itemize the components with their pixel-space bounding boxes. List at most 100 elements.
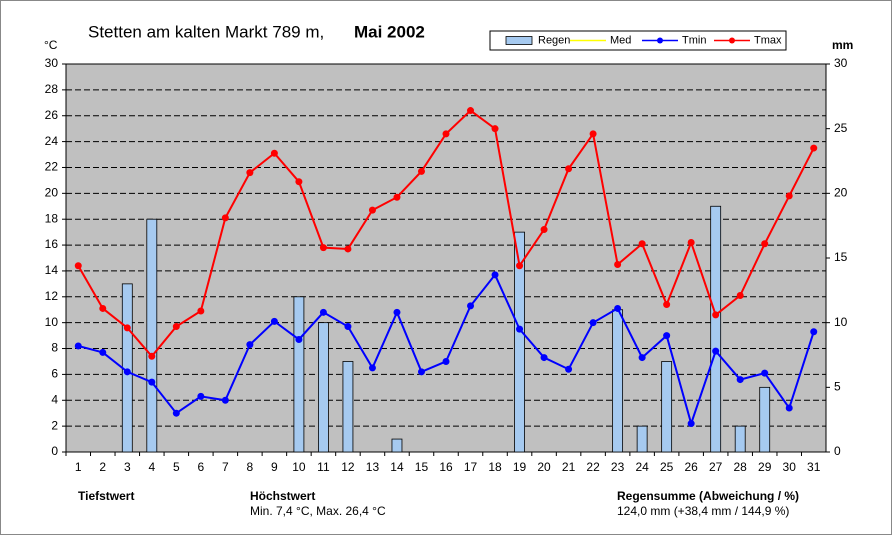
point — [467, 302, 475, 310]
point — [295, 335, 303, 343]
point — [99, 348, 107, 356]
x-tick-label: 14 — [390, 460, 404, 474]
x-tick-label: 25 — [660, 460, 674, 474]
point — [197, 307, 205, 315]
y2-tick-label: 30 — [834, 56, 848, 70]
point — [810, 144, 818, 152]
x-tick-label: 28 — [734, 460, 748, 474]
point — [270, 149, 278, 157]
y-tick-label: 30 — [45, 56, 59, 70]
x-tick-label: 4 — [148, 460, 155, 474]
rain-bar — [146, 218, 158, 453]
y-unit: °C — [44, 38, 58, 52]
legend-swatch — [505, 36, 533, 45]
point — [712, 347, 720, 355]
point — [172, 409, 180, 417]
rain-bar — [612, 309, 624, 453]
x-tick-label: 11 — [317, 460, 330, 474]
x-tick-label: 16 — [439, 460, 453, 474]
y2-tick-label: 15 — [834, 250, 848, 264]
footer-text: Min. 7,4 °C, Max. 26,4 °C — [250, 504, 386, 518]
point — [123, 368, 131, 376]
point — [540, 226, 548, 234]
rain-bar — [293, 296, 305, 453]
legend-label: Tmax — [754, 34, 782, 46]
point — [270, 317, 278, 325]
x-tick-label: 30 — [783, 460, 797, 474]
point — [663, 332, 671, 340]
point — [221, 396, 229, 404]
x-tick-label: 15 — [415, 460, 429, 474]
footer-label: Tiefstwert — [78, 489, 134, 503]
point — [810, 328, 818, 336]
point — [344, 323, 352, 331]
point — [663, 301, 671, 309]
point — [172, 323, 180, 331]
rain-bar — [391, 438, 403, 453]
point — [516, 262, 524, 270]
y-tick-label: 24 — [45, 134, 59, 148]
rain-bar — [318, 322, 329, 453]
legend-marker — [657, 37, 663, 44]
x-tick-label: 31 — [807, 460, 821, 474]
point — [638, 240, 646, 248]
legend-label: Med — [610, 34, 631, 46]
x-tick-label: 7 — [222, 460, 229, 474]
point — [516, 325, 524, 333]
y2-tick-label: 20 — [834, 186, 848, 200]
point — [761, 240, 769, 248]
y-tick-label: 2 — [51, 418, 58, 432]
y2-unit: mm — [832, 38, 853, 52]
point — [589, 319, 597, 327]
point — [614, 260, 622, 268]
y-tick-label: 14 — [45, 263, 59, 277]
point — [221, 214, 229, 222]
y2-tick-label: 25 — [834, 121, 848, 135]
point — [295, 178, 303, 186]
legend-label: Tmin — [682, 34, 706, 46]
y-tick-label: 0 — [51, 444, 58, 458]
x-tick-label: 23 — [611, 460, 625, 474]
x-tick-label: 18 — [488, 460, 502, 474]
point — [246, 169, 254, 177]
point — [687, 420, 695, 428]
x-tick-label: 21 — [562, 460, 576, 474]
point — [467, 107, 475, 115]
point — [123, 324, 131, 332]
point — [442, 357, 450, 365]
legend — [489, 30, 787, 51]
point — [99, 304, 107, 312]
legend-marker — [729, 37, 735, 44]
y-tick-label: 4 — [51, 392, 58, 406]
point — [442, 130, 450, 138]
point — [491, 271, 499, 279]
x-tick-label: 22 — [586, 460, 600, 474]
point — [74, 342, 82, 350]
x-tick-label: 2 — [99, 460, 106, 474]
point — [540, 354, 548, 362]
y-tick-label: 20 — [45, 186, 59, 200]
rain-bar — [734, 425, 746, 453]
rain-bar — [636, 425, 648, 453]
x-tick-label: 10 — [292, 460, 306, 474]
y-tick-label: 6 — [51, 367, 58, 381]
x-tick-label: 12 — [341, 460, 355, 474]
point — [638, 354, 646, 362]
rain-bar — [759, 386, 771, 453]
point — [785, 192, 793, 200]
point — [736, 376, 744, 384]
x-tick-label: 27 — [709, 460, 723, 474]
point — [417, 368, 425, 376]
point — [74, 262, 82, 270]
point — [368, 364, 376, 372]
point — [148, 378, 156, 386]
point — [393, 193, 401, 201]
x-tick-label: 8 — [247, 460, 254, 474]
y-tick-label: 16 — [45, 237, 59, 251]
point — [736, 292, 744, 300]
y2-tick-label: 0 — [834, 444, 841, 458]
point — [565, 165, 573, 173]
plot-border — [65, 63, 827, 453]
point — [565, 365, 573, 373]
